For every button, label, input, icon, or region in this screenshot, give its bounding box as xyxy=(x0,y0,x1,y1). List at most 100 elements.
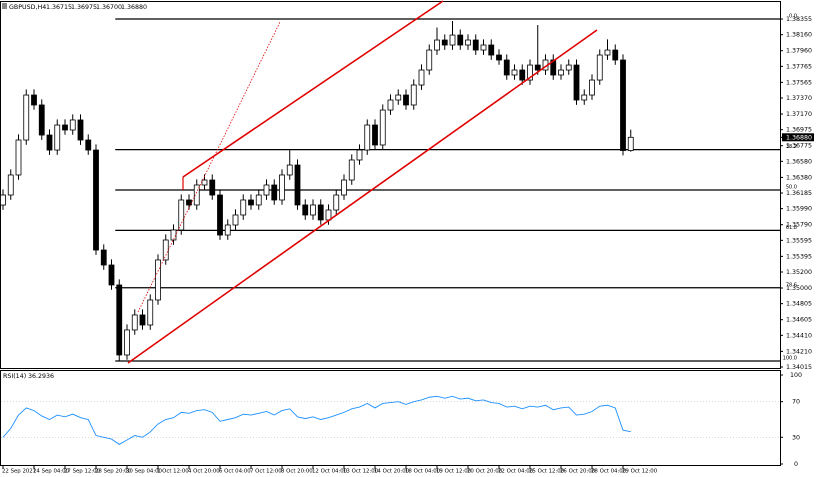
x-tick-label: 8 Oct 20:00 xyxy=(281,469,313,475)
candle-body xyxy=(232,214,239,226)
x-tick-label: 12 Oct 04:00 xyxy=(312,469,348,475)
x-tick-label: 19 Oct 12:00 xyxy=(436,469,472,475)
candle-body xyxy=(54,124,61,151)
candle-body xyxy=(558,69,564,76)
fib-level-label: 50.0 xyxy=(786,184,797,190)
fib-level-label: 38.2 xyxy=(786,144,797,150)
candle-body xyxy=(612,49,619,61)
candle-body xyxy=(62,124,68,131)
candle-body xyxy=(46,134,53,151)
candle-body xyxy=(581,94,588,101)
y-tick-label: 1.36185 xyxy=(786,190,812,197)
x-tick-label: 1 Oct 12:00 xyxy=(157,469,189,475)
last-price-label: 1.36880 xyxy=(786,134,812,141)
candle-body xyxy=(217,194,223,236)
candle-body xyxy=(193,184,200,206)
rsi-tick-label: 30 xyxy=(792,434,800,441)
candle-body xyxy=(434,39,440,51)
x-tick-label: 22 Sep 2021 xyxy=(2,469,36,475)
y-tick-label: 1.35990 xyxy=(786,206,812,213)
y-tick-label: 1.34210 xyxy=(786,348,812,355)
candle-body xyxy=(240,199,247,216)
main-layer: 1.38355 1.38160 1.37960 1.37765 1.37565 1.373… xyxy=(0,14,814,475)
candle-body xyxy=(7,174,14,196)
candle-body xyxy=(573,64,580,101)
y-tick-label: 1.36775 xyxy=(786,143,812,150)
candle-body xyxy=(534,64,541,71)
candle-body xyxy=(31,94,37,106)
candle-body xyxy=(503,59,510,76)
y-tick-label: 1.35595 xyxy=(786,237,812,244)
candle-body xyxy=(224,224,231,236)
x-tick-label: 22 Oct 04:00 xyxy=(498,469,534,475)
x-tick-label: 28 Oct 04:00 xyxy=(591,469,627,475)
candle-body xyxy=(69,119,76,131)
candle-body xyxy=(162,239,169,261)
x-tick-label: 28 Sep 20:00 xyxy=(95,469,132,475)
header-high: 1.36975 xyxy=(71,4,97,11)
candle-body xyxy=(201,179,208,186)
y-tick-label: 1.36975 xyxy=(786,127,812,134)
x-tick-label: 13 Oct 12:00 xyxy=(343,469,379,475)
candle-body xyxy=(627,136,634,151)
channel-upper-line xyxy=(182,0,444,178)
candle-body xyxy=(131,314,138,331)
y-tick-label: 1.35000 xyxy=(786,285,812,292)
candle-body xyxy=(395,94,402,101)
candle-body xyxy=(620,59,626,151)
y-tick-label: 1.35395 xyxy=(786,253,812,260)
candle-body xyxy=(403,94,409,106)
y-tick-label: 1.34605 xyxy=(786,317,812,324)
candle-body xyxy=(155,259,161,301)
candle-body xyxy=(441,39,448,46)
x-tick-label: 6 Oct 04:00 xyxy=(219,469,251,475)
candle-body xyxy=(410,84,417,106)
candle-body xyxy=(294,164,301,206)
candle-body xyxy=(263,184,270,196)
x-tick-label: 18 Oct 04:00 xyxy=(405,469,441,475)
symbol-icon xyxy=(2,3,7,9)
x-tick-label: 4 Oct 20:00 xyxy=(188,469,220,475)
channel-lower-line xyxy=(127,29,598,364)
x-tick-label: 29 Oct 12:00 xyxy=(622,469,658,475)
candle-body xyxy=(77,119,84,141)
x-tick-label: 30 Sep 04:00 xyxy=(126,469,163,475)
x-tick-label: 25 Oct 12:00 xyxy=(529,469,565,475)
x-tick-label: 20 Oct 20:00 xyxy=(467,469,503,475)
candle-body xyxy=(519,69,526,81)
main-panel-frame xyxy=(0,1,781,369)
candle-body xyxy=(527,64,533,81)
candle-body xyxy=(23,94,30,141)
candle-body xyxy=(333,194,340,211)
header-open: 1.36715 xyxy=(46,4,72,11)
candle-body xyxy=(589,79,595,96)
rsi-value: 36.2936 xyxy=(28,373,54,380)
x-tick-label: 24 Sep 04:00 xyxy=(33,469,70,475)
y-tick-label: 1.35200 xyxy=(786,269,812,276)
candle-body xyxy=(356,149,363,161)
y-tick-label: 1.34805 xyxy=(786,301,812,308)
candle-body xyxy=(170,229,177,241)
candle-body xyxy=(496,54,502,61)
last-price-tag xyxy=(782,133,814,142)
rsi-title: RSI(14) xyxy=(3,373,26,380)
candle-body xyxy=(302,204,309,216)
y-tick-label: 1.35790 xyxy=(786,222,812,229)
candle-body xyxy=(418,69,425,86)
candle-body xyxy=(186,199,192,206)
candle-body xyxy=(0,194,6,206)
candle-body xyxy=(379,109,386,146)
candle-body xyxy=(255,194,262,206)
x-tick-label: 14 Oct 20:00 xyxy=(374,469,410,475)
candle-body xyxy=(341,179,347,196)
fib-level-label: 100.0 xyxy=(783,355,797,361)
rsi-tick-label: 70 xyxy=(792,399,800,406)
header-low: 1.36700 xyxy=(96,4,122,11)
candle-body xyxy=(248,199,254,206)
fib-level-label: 78.6 xyxy=(786,282,797,288)
candle-body xyxy=(387,99,394,111)
candle-body xyxy=(15,139,22,176)
x-tick-label: 7 Oct 12:00 xyxy=(250,469,282,475)
candle-body xyxy=(100,249,107,266)
